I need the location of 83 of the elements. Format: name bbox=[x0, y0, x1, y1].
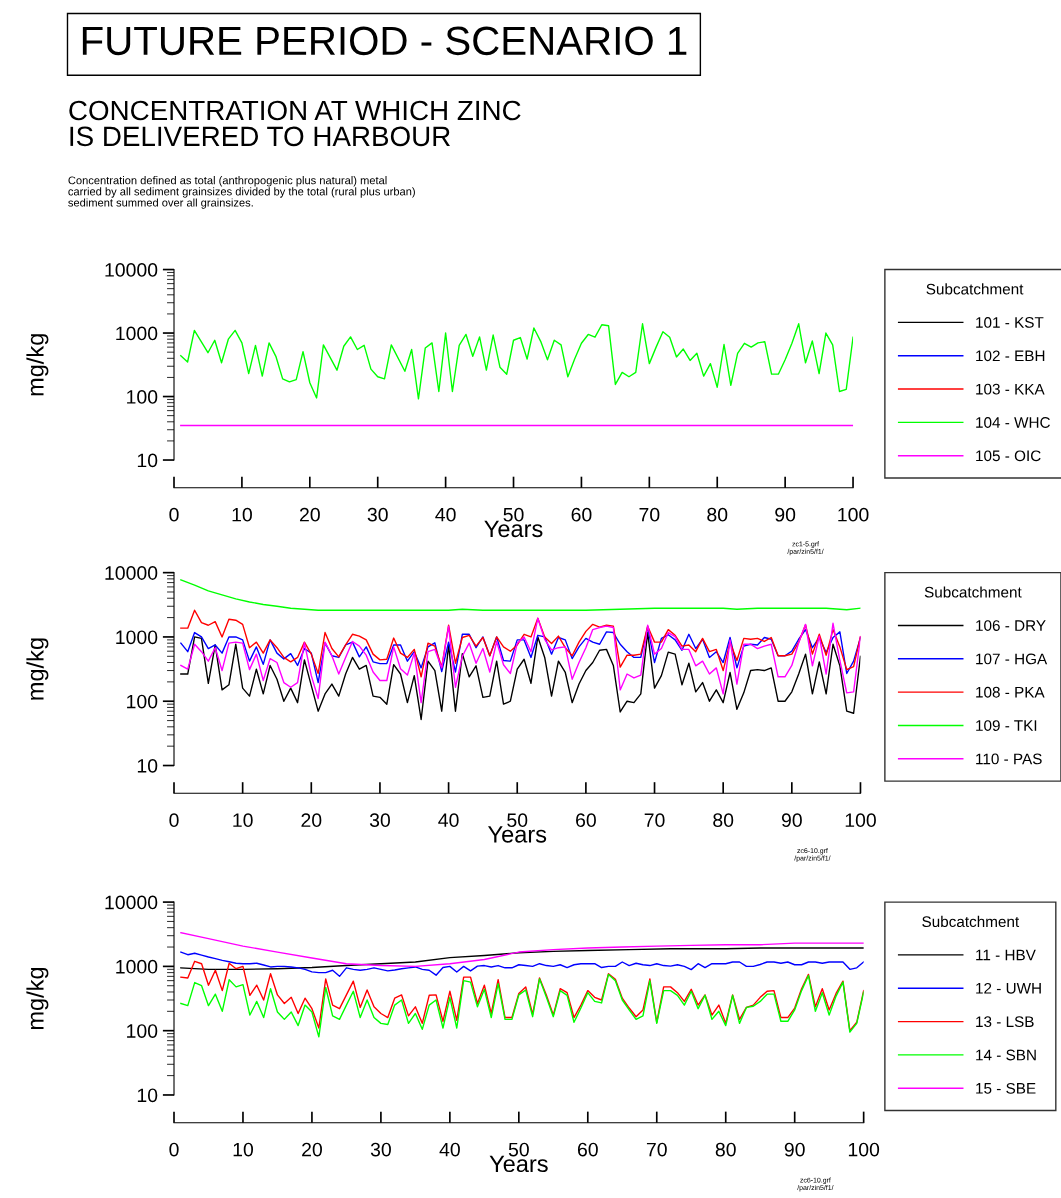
y-tick-label: 1000 bbox=[116, 326, 158, 341]
x-tick-label: 10 bbox=[233, 813, 253, 828]
chart-title: FUTURE PERIOD - SCENARIO 1 bbox=[82, 26, 687, 56]
x-tick-label: 60 bbox=[571, 507, 592, 522]
x-tick-label: 30 bbox=[370, 1142, 391, 1157]
x-tick-label: 60 bbox=[577, 1142, 598, 1157]
legend-label: 15 - SBE bbox=[976, 1082, 1036, 1094]
legend-label: 14 - SBN bbox=[976, 1049, 1036, 1061]
legend-label: 13 - LSB bbox=[976, 1016, 1034, 1028]
x-axis-title: Years bbox=[488, 826, 547, 843]
y-axis-title: mg/kg bbox=[26, 967, 49, 1030]
legend-label: 107 - HGA bbox=[976, 653, 1048, 665]
x-tick-label: 40 bbox=[435, 507, 456, 522]
x-tick-label: 100 bbox=[845, 813, 876, 828]
x-tick-label: 0 bbox=[169, 507, 179, 522]
line-series bbox=[180, 932, 864, 968]
x-tick-label: 100 bbox=[848, 1142, 880, 1157]
y-axis-title: mg/kg bbox=[26, 638, 49, 700]
legend-label: 11 - HBV bbox=[976, 949, 1036, 961]
x-tick-label: 100 bbox=[838, 507, 869, 522]
x-tick-label: 20 bbox=[299, 507, 320, 522]
legend-label: 108 - PKA bbox=[976, 686, 1045, 698]
x-tick-label: 30 bbox=[369, 813, 390, 828]
legend-label: 104 - WHC bbox=[976, 417, 1050, 428]
legend-label: 101 - KST bbox=[976, 317, 1044, 328]
x-tick-label: 0 bbox=[169, 1142, 179, 1157]
x-tick-label: 10 bbox=[233, 1142, 254, 1157]
x-tick-label: 20 bbox=[302, 1142, 322, 1157]
legend-label: 109 - TKI bbox=[976, 720, 1037, 731]
x-tick-label: 50 bbox=[507, 813, 528, 828]
legend-label: 102 - EBH bbox=[976, 350, 1045, 362]
x-tick-label: 70 bbox=[644, 813, 665, 828]
y-tick-label: 10 bbox=[137, 758, 158, 773]
y-tick-label: 10000 bbox=[105, 895, 158, 910]
x-tick-label: 70 bbox=[639, 507, 660, 522]
line-series bbox=[180, 626, 861, 684]
line-series bbox=[180, 973, 864, 1038]
x-tick-label: 50 bbox=[503, 507, 524, 522]
x-tick-label: 20 bbox=[301, 813, 322, 828]
y-tick-label: 100 bbox=[127, 390, 158, 404]
legend-label: 103 - KKA bbox=[976, 383, 1045, 395]
x-axis-title: Years bbox=[489, 1155, 548, 1173]
line-series bbox=[180, 960, 864, 1032]
x-tick-label: 80 bbox=[713, 813, 734, 828]
legend-label: 12 - UWH bbox=[976, 982, 1041, 994]
y-tick-label: 1000 bbox=[116, 630, 158, 645]
x-tick-label: 60 bbox=[576, 813, 596, 828]
x-tick-label: 10 bbox=[232, 507, 252, 522]
line-series bbox=[180, 947, 864, 971]
x-tick-label: 80 bbox=[707, 507, 728, 522]
legend-title: Subcatchment bbox=[926, 283, 1024, 295]
line-series bbox=[180, 323, 854, 400]
legend-label: 105 - OIC bbox=[976, 450, 1041, 462]
x-tick-label: 40 bbox=[438, 813, 459, 828]
y-tick-label: 10 bbox=[137, 453, 158, 468]
x-axis-title: Years bbox=[484, 520, 543, 538]
x-tick-label: 70 bbox=[646, 1142, 667, 1157]
text: Concentration defined as total (anthropogenic plus natural) metal carried by all sediment grainsizes divided by the total (rural plus urban) sediment summed over all grainsizes. bbox=[68, 176, 415, 209]
x-tick-label: 0 bbox=[169, 813, 179, 828]
line-series bbox=[180, 579, 861, 611]
x-tick-label: 90 bbox=[781, 813, 802, 828]
legend-label: 106 - DRY bbox=[976, 620, 1046, 631]
y-tick-label: 1000 bbox=[116, 959, 158, 974]
line-series bbox=[180, 609, 861, 678]
line-series bbox=[180, 951, 864, 978]
y-tick-label: 10000 bbox=[105, 566, 158, 580]
x-tick-label: 80 bbox=[715, 1142, 736, 1157]
y-tick-label: 100 bbox=[127, 694, 158, 709]
y-tick-label: 10 bbox=[137, 1088, 158, 1103]
chart-subtitle: CONCENTRATION AT WHICH ZINC IS DELIVERED TO HARBOUR bbox=[69, 100, 521, 147]
x-tick-label: 30 bbox=[367, 507, 388, 522]
legend-title: Subcatchment bbox=[922, 915, 1020, 928]
legend-label: 110 - PAS bbox=[976, 753, 1042, 765]
x-tick-label: 50 bbox=[508, 1142, 529, 1157]
x-tick-label: 90 bbox=[775, 507, 796, 522]
legend-title: Subcatchment bbox=[924, 586, 1022, 598]
y-tick-label: 100 bbox=[127, 1024, 158, 1038]
y-tick-label: 10000 bbox=[105, 263, 158, 277]
line-series bbox=[180, 631, 861, 721]
y-axis-title: mg/kg bbox=[26, 334, 49, 396]
x-tick-label: 40 bbox=[439, 1142, 460, 1157]
x-tick-label: 90 bbox=[784, 1142, 805, 1157]
line-series bbox=[180, 617, 861, 704]
